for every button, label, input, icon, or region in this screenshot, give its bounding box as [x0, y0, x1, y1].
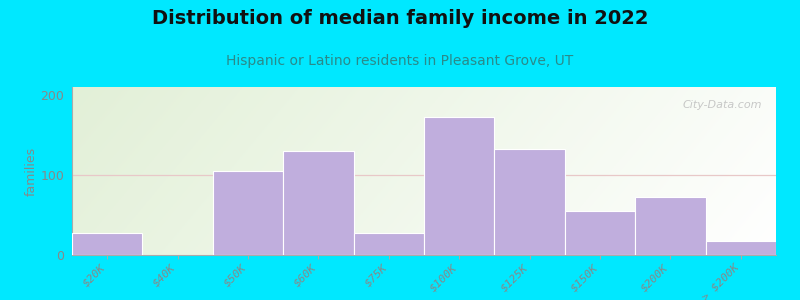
Bar	[354, 233, 424, 255]
Bar	[213, 171, 283, 255]
Text: Hispanic or Latino residents in Pleasant Grove, UT: Hispanic or Latino residents in Pleasant…	[226, 54, 574, 68]
Text: City-Data.com: City-Data.com	[682, 100, 762, 110]
Y-axis label: families: families	[25, 146, 38, 196]
Bar	[565, 211, 635, 255]
Bar	[72, 233, 142, 255]
Bar	[706, 241, 776, 255]
Bar	[283, 151, 354, 255]
Text: Distribution of median family income in 2022: Distribution of median family income in …	[152, 9, 648, 28]
Bar	[494, 149, 565, 255]
Bar	[635, 197, 706, 255]
Bar	[424, 117, 494, 255]
